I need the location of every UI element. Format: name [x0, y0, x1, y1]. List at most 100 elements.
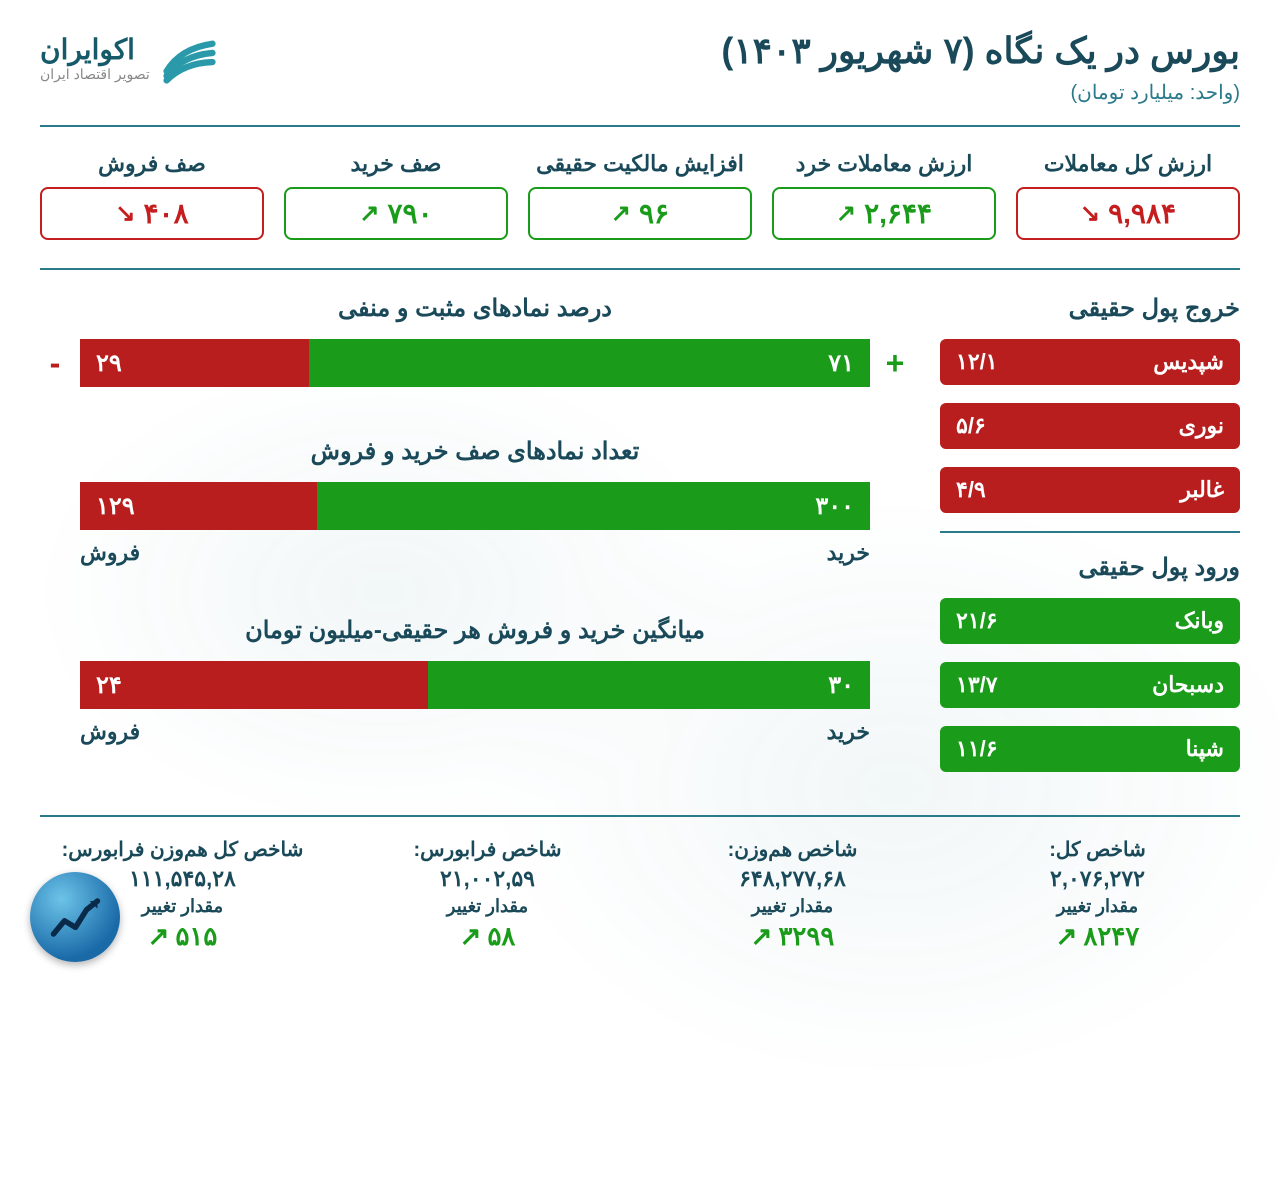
flow-name: شپنا: [1186, 736, 1224, 762]
charts-column: درصد نمادهای مثبت و منفی + ۷۱ ۲۹ - تعداد…: [40, 294, 910, 795]
flow-item: نوری ۵/۶: [940, 403, 1240, 449]
up-arrow-icon: ↗: [751, 921, 773, 952]
logo-icon: [162, 30, 217, 85]
stat-box: ۹,۹۸۴ ↘: [1016, 187, 1240, 240]
stat-value: ۹۶: [639, 197, 669, 230]
bar-negative: ۲۴: [80, 661, 428, 709]
index-sub: مقدار تغییر: [955, 896, 1240, 917]
pos-label: خرید: [827, 540, 870, 566]
inflow-list: وبانک ۲۱/۶ دسبحان ۱۳/۷ شپنا ۱۱/۶: [940, 598, 1240, 772]
flow-item: شپدیس۱۲/۱: [940, 339, 1240, 385]
divider: [940, 531, 1240, 533]
flow-name: نوری: [1179, 413, 1224, 439]
minus-icon: -: [40, 345, 70, 382]
flow-value: ۱۳/۷: [956, 672, 998, 698]
index-change-value: ۳۲۹۹: [778, 921, 834, 952]
stat-card: ارزش کل معاملات ۹,۹۸۴ ↘: [1016, 151, 1240, 240]
chart-block: تعداد نمادهای صف خرید و فروش ۳۰۰ ۱۲۹ خری…: [40, 437, 910, 566]
index-card: شاخص فرابورس: ۲۱,۰۰۲,۵۹ مقدار تغییر ۵۸ ↗: [345, 837, 630, 952]
indices-row: شاخص کل: ۲,۰۷۶,۲۷۲ مقدار تغییر ۸۲۴۷ ↗ شا…: [40, 815, 1240, 952]
up-arrow-icon: ↗: [1056, 921, 1078, 952]
logo-tagline: تصویر اقتصاد ایران: [40, 66, 150, 83]
stat-card: ارزش معاملات خرد ۲,۶۴۴ ↗: [772, 151, 996, 240]
up-arrow-icon: ↗: [460, 921, 482, 952]
bar-labels: خرید فروش: [40, 540, 910, 566]
stat-box: ۲,۶۴۴ ↗: [772, 187, 996, 240]
chart-title: درصد نمادهای مثبت و منفی: [40, 294, 910, 323]
up-arrow-icon: ↗: [148, 921, 170, 952]
chart-block: میانگین خرید و فروش هر حقیقی-میلیون توما…: [40, 616, 910, 745]
bar-row: ۳۰۰ ۱۲۹: [40, 482, 910, 530]
bar-track: ۳۰ ۲۴: [80, 661, 870, 709]
index-change: ۵۸ ↗: [345, 921, 630, 952]
bar-track: ۳۰۰ ۱۲۹: [80, 482, 870, 530]
outflow-title: خروج پول حقیقی: [940, 294, 1240, 323]
stat-box: ۷۹۰ ↗: [284, 187, 508, 240]
stat-value: ۹,۹۸۴: [1108, 197, 1176, 230]
stat-label: ارزش معاملات خرد: [772, 151, 996, 177]
outflow-list: شپدیس۱۲/۱ نوری ۵/۶ غالبر ۴/۹: [940, 339, 1240, 513]
up-arrow-icon: ↗: [359, 199, 379, 228]
flow-value: ۵/۶: [956, 413, 986, 439]
divider: [40, 268, 1240, 270]
chart-title: میانگین خرید و فروش هر حقیقی-میلیون توما…: [40, 616, 910, 645]
index-value: ۲۱,۰۰۲,۵۹: [345, 866, 630, 892]
stat-value: ۴۰۸: [144, 197, 189, 230]
flow-item: شپنا ۱۱/۶: [940, 726, 1240, 772]
stat-value: ۲,۶۴۴: [864, 197, 932, 230]
stat-value: ۷۹۰: [388, 197, 433, 230]
flow-value: ۱۱/۶: [956, 736, 998, 762]
flow-name: دسبحان: [1152, 672, 1224, 698]
index-sub: مقدار تغییر: [345, 896, 630, 917]
flow-item: وبانک ۲۱/۶: [940, 598, 1240, 644]
inflow-title: ورود پول حقیقی: [940, 553, 1240, 582]
stat-card: صف خرید ۷۹۰ ↗: [284, 151, 508, 240]
chart-title: تعداد نمادهای صف خرید و فروش: [40, 437, 910, 466]
stat-label: افزایش مالکیت حقیقی: [528, 151, 752, 177]
bar-positive: ۳۰: [428, 661, 870, 709]
flow-item: دسبحان ۱۳/۷: [940, 662, 1240, 708]
logo: اکوایران تصویر اقتصاد ایران: [40, 30, 217, 85]
flow-name: وبانک: [1175, 608, 1224, 634]
flow-name: غالبر: [1180, 477, 1224, 503]
bar-negative: ۱۲۹: [80, 482, 317, 530]
header: بورس در یک نگاه (۷ شهریور ۱۴۰۳) (واحد: م…: [40, 30, 1240, 105]
index-label: شاخص هم‌وزن:: [650, 837, 935, 862]
bar-labels: خرید فروش: [40, 719, 910, 745]
chart-block: درصد نمادهای مثبت و منفی + ۷۱ ۲۹ -: [40, 294, 910, 387]
pos-label: خرید: [827, 719, 870, 745]
stat-box: ۴۰۸ ↘: [40, 187, 264, 240]
flow-item: غالبر ۴/۹: [940, 467, 1240, 513]
stat-card: صف فروش ۴۰۸ ↘: [40, 151, 264, 240]
index-card: شاخص هم‌وزن: ۶۴۸,۲۷۷,۶۸ مقدار تغییر ۳۲۹۹…: [650, 837, 935, 952]
neg-label: فروش: [80, 719, 140, 745]
index-card: شاخص کل: ۲,۰۷۶,۲۷۲ مقدار تغییر ۸۲۴۷ ↗: [955, 837, 1240, 952]
index-change-value: ۵۸: [487, 921, 515, 952]
flow-value: ۱۲/۱: [956, 349, 998, 375]
index-change: ۳۲۹۹ ↗: [650, 921, 935, 952]
chart-badge-icon: [30, 872, 120, 962]
bar-positive: ۷۱: [309, 339, 870, 387]
neg-label: فروش: [80, 540, 140, 566]
flow-value: ۲۱/۶: [956, 608, 998, 634]
stat-box: ۹۶ ↗: [528, 187, 752, 240]
index-label: شاخص فرابورس:: [345, 837, 630, 862]
side-column: خروج پول حقیقی شپدیس۱۲/۱نوری۵/۶غالبر۴/۹ …: [940, 294, 1240, 795]
index-change-value: ۸۲۴۷: [1083, 921, 1139, 952]
bar-negative: ۲۹: [80, 339, 309, 387]
index-change-value: ۵۱۵: [175, 921, 217, 952]
page-subtitle: (واحد: میلیارد تومان): [721, 80, 1240, 105]
up-arrow-icon: ↗: [836, 199, 856, 228]
stat-label: صف فروش: [40, 151, 264, 177]
index-value: ۶۴۸,۲۷۷,۶۸: [650, 866, 935, 892]
flow-value: ۴/۹: [956, 477, 986, 503]
bar-positive: ۳۰۰: [317, 482, 870, 530]
stat-label: ارزش کل معاملات: [1016, 151, 1240, 177]
index-change: ۸۲۴۷ ↗: [955, 921, 1240, 952]
plus-icon: +: [880, 345, 910, 382]
stat-label: صف خرید: [284, 151, 508, 177]
bar-row: ۳۰ ۲۴: [40, 661, 910, 709]
page-title: بورس در یک نگاه (۷ شهریور ۱۴۰۳): [721, 30, 1240, 72]
bar-row: + ۷۱ ۲۹ -: [40, 339, 910, 387]
logo-name: اکوایران: [40, 33, 150, 66]
